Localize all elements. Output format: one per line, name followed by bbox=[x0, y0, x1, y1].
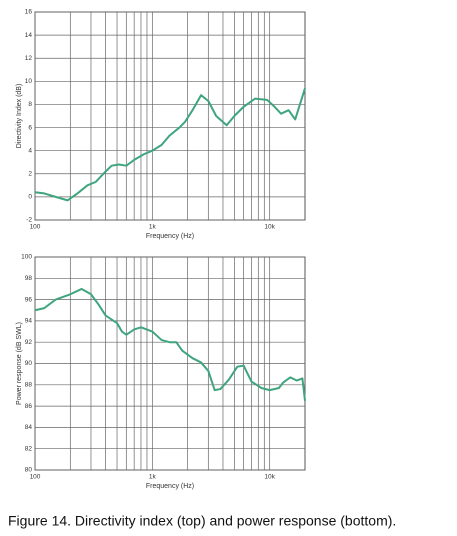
x-tick-label: 10k bbox=[264, 474, 275, 481]
y-tick-label: 8 bbox=[28, 101, 32, 108]
y-tick-label: 2 bbox=[28, 170, 32, 177]
y-tick-label: 12 bbox=[25, 55, 33, 62]
y-tick-label: -2 bbox=[26, 217, 32, 224]
y-tick-label: 92 bbox=[25, 339, 33, 346]
x-tick-label: 10k bbox=[264, 224, 275, 231]
caption: Figure 14. Directivity index (top) and p… bbox=[8, 513, 396, 529]
y-tick-label: 94 bbox=[25, 318, 33, 325]
y-tick-label: 100 bbox=[21, 254, 32, 261]
y-tick-label: 10 bbox=[25, 78, 33, 85]
y-tick-label: 86 bbox=[25, 403, 33, 410]
y-axis-label: Directivity Index (dB) bbox=[16, 84, 23, 149]
y-tick-label: 14 bbox=[25, 32, 33, 39]
y-axis-label: Power response (dB SWL) bbox=[16, 322, 23, 405]
y-tick-label: 6 bbox=[28, 124, 32, 131]
data-line bbox=[34, 87, 306, 202]
y-tick-label: 82 bbox=[25, 445, 33, 452]
x-axis-label: Frequency (Hz) bbox=[146, 233, 194, 240]
x-axis-label: Frequency (Hz) bbox=[146, 483, 194, 490]
y-tick-label: 0 bbox=[28, 194, 32, 201]
x-tick-label: 1k bbox=[149, 224, 157, 231]
x-tick-label: 100 bbox=[30, 224, 41, 231]
x-tick-label: 100 bbox=[30, 474, 41, 481]
y-tick-label: 88 bbox=[25, 382, 33, 389]
y-tick-label: 84 bbox=[25, 424, 33, 431]
y-tick-label: 16 bbox=[25, 9, 33, 16]
y-tick-label: 4 bbox=[28, 147, 32, 154]
plot-area bbox=[34, 11, 306, 221]
y-tick-label: 98 bbox=[25, 275, 33, 282]
y-tick-label: 90 bbox=[25, 360, 33, 367]
y-tick-label: 80 bbox=[25, 467, 33, 474]
data-line bbox=[34, 287, 306, 401]
x-tick-label: 1k bbox=[149, 474, 157, 481]
y-tick-label: 96 bbox=[25, 296, 33, 303]
